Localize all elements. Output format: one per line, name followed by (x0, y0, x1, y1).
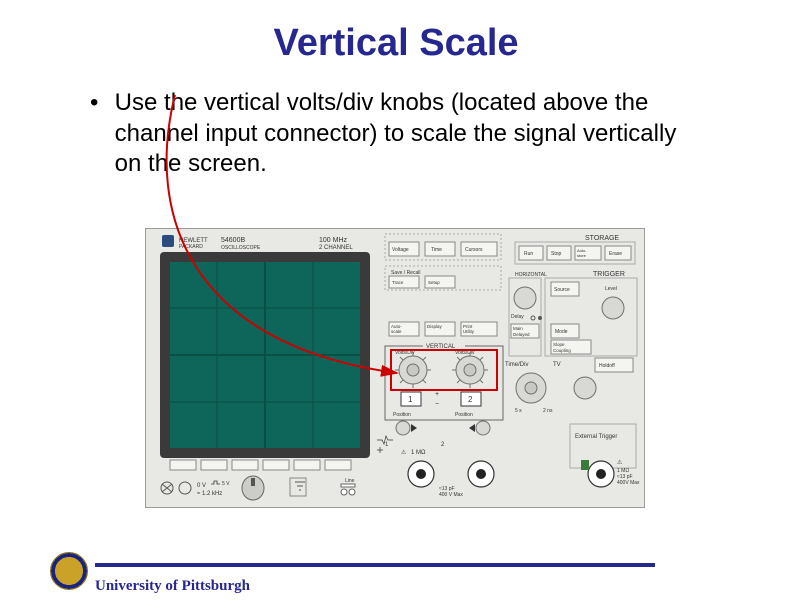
svg-text:Holdoff: Holdoff (599, 363, 615, 369)
ch2-label: 2 (468, 395, 473, 404)
svg-text:Level: Level (605, 286, 617, 292)
svg-text:⚠: ⚠ (617, 459, 623, 466)
bottom-hz: ≈ 1.2 kHz (197, 491, 222, 497)
svg-text:Mode: Mode (555, 329, 568, 335)
specs2-label: 2 CHANNEL (319, 245, 353, 251)
bullet-text: Use the vertical volts/div knobs (locate… (115, 88, 705, 180)
model-label: 54600B (221, 237, 245, 244)
bullet-marker: • (90, 88, 108, 119)
svg-text:−: − (435, 401, 439, 408)
footer-divider (95, 563, 655, 567)
bottom-5v: 5 V (222, 481, 230, 487)
svg-text:Voltage: Voltage (392, 247, 409, 253)
svg-text:⚠: ⚠ (401, 449, 407, 456)
svg-text:Cursors: Cursors (465, 247, 483, 253)
storage-label: STORAGE (585, 235, 619, 242)
svg-text:Slope: Slope (553, 342, 565, 347)
svg-text:Time/Div: Time/Div (505, 362, 528, 368)
svg-text:400 V Max: 400 V Max (439, 492, 463, 498)
svg-text:Time: Time (431, 247, 442, 253)
bullet: • Use the vertical volts/div knobs (loca… (90, 88, 710, 180)
voltsdiv-knob-1 (395, 352, 431, 388)
svg-text:TV: TV (553, 362, 561, 368)
svg-text:store: store (577, 253, 587, 258)
svg-text:Main: Main (513, 326, 523, 331)
page-title: Vertical Scale (0, 22, 792, 65)
brand2-label: PACKARD (179, 244, 203, 250)
svg-text:1 MΩ: 1 MΩ (411, 450, 426, 456)
svg-text:Erase: Erase (609, 251, 622, 257)
svg-text:Position: Position (393, 412, 411, 418)
specs1-label: 100 MHz (319, 237, 348, 244)
svg-text:Delay: Delay (511, 314, 524, 320)
svg-text:Trace: Trace (392, 280, 404, 285)
svg-text:Setup: Setup (428, 280, 440, 285)
oscilloscope-diagram: HEWLETT PACKARD 54600B OSCILLOSCOPE 100 … (145, 228, 645, 508)
type-label: OSCILLOSCOPE (221, 245, 261, 251)
svg-text:Position: Position (455, 412, 473, 418)
university-seal-icon (50, 552, 88, 590)
svg-text:Source: Source (554, 287, 570, 293)
svg-text:scale: scale (391, 329, 402, 334)
ch1-label: 1 (408, 395, 413, 404)
svg-text:5 s: 5 s (515, 408, 522, 414)
svg-text:Delayed: Delayed (513, 332, 530, 337)
svg-text:Save / Recall: Save / Recall (391, 270, 420, 276)
svg-text:400V Max: 400V Max (617, 480, 640, 486)
trigger-label: TRIGGER (593, 271, 625, 278)
line-label: Line (345, 478, 355, 484)
svg-text:+: + (435, 391, 439, 398)
svg-text:External Trigger: External Trigger (575, 434, 617, 440)
svg-text:Display: Display (427, 324, 443, 329)
svg-text:Coupling: Coupling (553, 348, 571, 353)
horizontal-label: HORIZONTAL (515, 272, 547, 278)
svg-text:Stop: Stop (551, 251, 562, 257)
ext-led (581, 460, 589, 470)
svg-text:Utility: Utility (463, 329, 475, 334)
bottom-v: 0 V (197, 483, 206, 489)
voltsdiv-knob-2 (452, 352, 488, 388)
svg-text:Run: Run (524, 251, 533, 257)
footer-text: University of Pittsburgh (95, 578, 250, 595)
svg-text:2 ns: 2 ns (543, 408, 553, 414)
